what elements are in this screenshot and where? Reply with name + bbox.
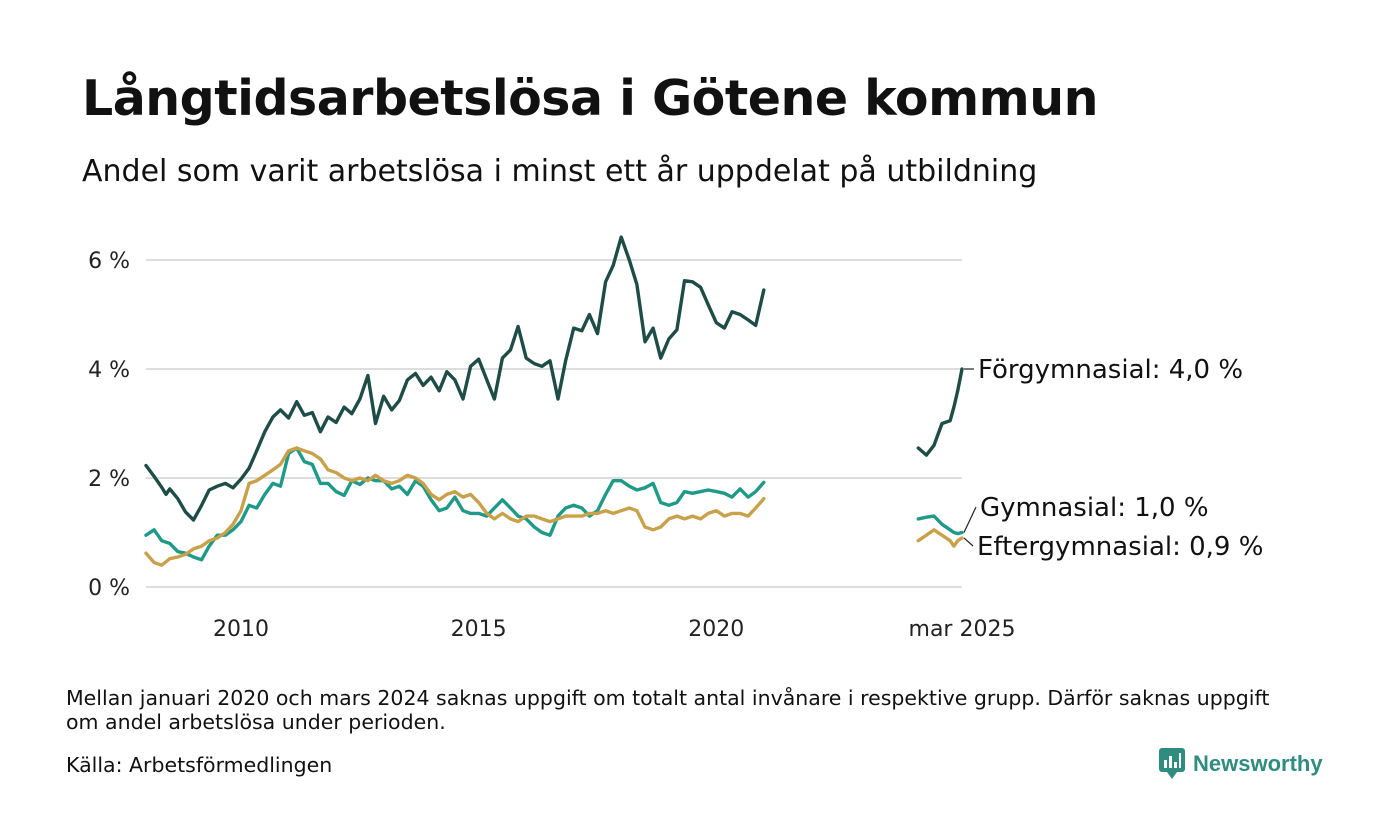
series-end-label: Gymnasial: 1,0 % — [980, 493, 1209, 523]
end-labels: Förgymnasial: 4,0 % Gymnasial: 1,0 % Efter… — [963, 355, 1263, 562]
series-line-förgymnasial — [144, 235, 766, 522]
newsworthy-logo-icon — [1159, 748, 1185, 779]
series-line-gymnasial — [144, 446, 766, 562]
series-line-förgymnasial — [916, 367, 964, 457]
x-tick-label: 2020 — [688, 617, 744, 642]
footnote: Mellan januari 2020 och mars 2024 saknas… — [66, 686, 1270, 734]
y-tick-label: 0 % — [88, 576, 130, 601]
x-tick-label: 2015 — [451, 617, 507, 642]
series-end-label: Eftergymnasial: 0,9 % — [977, 532, 1263, 562]
grid-lines — [146, 259, 962, 588]
y-tick-label: 2 % — [88, 467, 130, 492]
series-lines — [144, 235, 964, 567]
label-leader-line — [963, 506, 977, 533]
y-tick-label: 4 % — [88, 358, 130, 383]
y-axis-ticks: 0 % 2 % 4 % 6 % — [88, 249, 130, 601]
series-line-gymnasial — [916, 514, 964, 536]
brand-name: Newsworthy — [1193, 751, 1323, 776]
y-tick-label: 6 % — [88, 249, 130, 274]
x-tick-label: mar 2025 — [909, 617, 1016, 642]
brand-logo: Newsworthy — [1159, 748, 1323, 780]
source-text: Källa: Arbetsförmedlingen — [66, 753, 333, 777]
chart-subtitle: Andel som varit arbetslösa i minst ett å… — [82, 154, 1038, 189]
x-tick-label: 2010 — [213, 617, 269, 642]
series-end-label: Förgymnasial: 4,0 % — [978, 355, 1243, 385]
line-chart: 0 % 2 % 4 % 6 % 2010 2015 2020 mar 2025 Förgym… — [88, 235, 1263, 642]
chart-title: Långtidsarbetslösa i Götene kommun — [82, 70, 1098, 127]
series-line-eftergymnasial — [144, 446, 766, 567]
label-leader-line — [963, 537, 974, 547]
series-line-eftergymnasial — [916, 528, 964, 548]
x-axis-ticks: 2010 2015 2020 mar 2025 — [213, 617, 1015, 642]
